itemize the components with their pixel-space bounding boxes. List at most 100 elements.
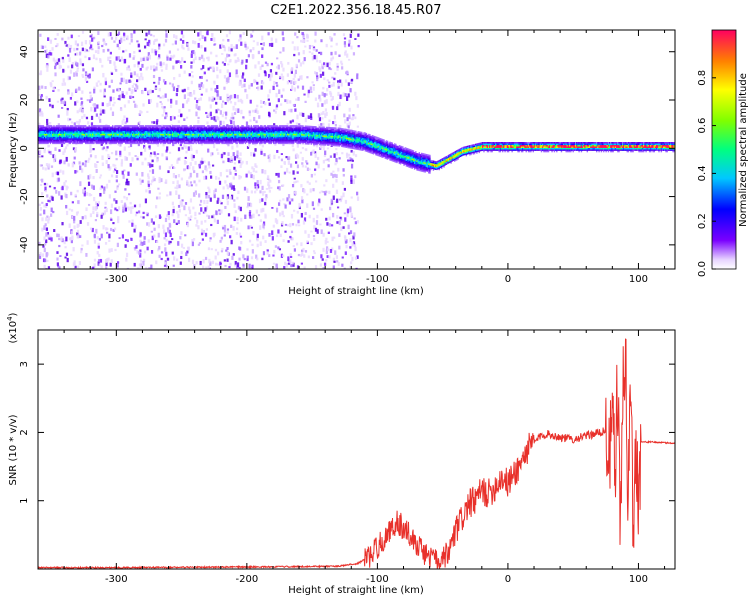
spectrogram-ridge-cell [73, 132, 75, 134]
spectrogram-ridge-cell [217, 138, 220, 140]
spectrogram-noise-cell [99, 187, 102, 191]
spectrogram-ridge-cell [205, 133, 208, 136]
spectrogram-ridge-cell [254, 128, 256, 130]
spectrogram-ridge-cell [148, 132, 150, 134]
spectrogram-noise-cell [163, 106, 166, 109]
spectrogram-ridge-cell [146, 128, 148, 130]
spectrogram-ridge-cell [126, 128, 128, 130]
spectrogram-ridge-cell [136, 130, 139, 133]
spectrogram-noise-cell [226, 228, 230, 231]
spectrogram-ridge-cell [200, 126, 202, 129]
spectrogram-noise-cell [307, 233, 310, 238]
spectrogram-noise-cell [98, 253, 101, 258]
spectrogram-ridge-cell [187, 141, 189, 143]
spectrogram-noise-cell [274, 218, 277, 223]
spectrogram-ridge-cell [38, 128, 40, 130]
spectrogram-ridge-cell [124, 142, 127, 145]
spectrogram-noise-cell [260, 80, 264, 84]
spectrogram-ridge-cell [236, 130, 238, 133]
spectrogram-noise-cell [79, 181, 82, 187]
spectrogram-ridge-cell [209, 141, 211, 143]
spectrogram-noise-cell [271, 230, 274, 236]
spectrogram-ridge-cell [66, 132, 68, 134]
spectrogram-ridge-cell [160, 139, 162, 142]
spectrogram-noise-cell [341, 256, 344, 259]
spectrogram-noise-cell [116, 242, 119, 248]
spectrogram-noise-cell [225, 184, 229, 187]
spectrogram-ridge-cell [62, 142, 65, 145]
spectrogram-noise-cell [168, 222, 171, 228]
spectrogram-noise-cell [322, 86, 325, 90]
spectrogram-noise-cell [199, 97, 202, 101]
spectrogram-noise-cell [183, 205, 186, 211]
spectrogram-ridge-cell [224, 138, 227, 140]
spectrogram-ridge-cell [227, 128, 229, 130]
spectrogram-ridge-cell [204, 126, 207, 129]
spectrogram-noise-cell [210, 223, 213, 227]
spectrogram-noise-cell [319, 60, 322, 64]
spectrogram-noise-cell [65, 236, 68, 242]
spectrogram-noise-cell [175, 92, 178, 97]
spectrogram-noise-cell [178, 208, 181, 213]
spectrogram-ridge-cell [198, 139, 201, 142]
spectrogram-ridge-cell [168, 126, 170, 129]
spectrogram-ridge-cell [115, 136, 117, 139]
spectrogram-noise-cell [324, 191, 327, 196]
spectrogram-ridge-cell [153, 138, 155, 140]
spectrogram-noise-cell [110, 36, 114, 40]
spectrogram-noise-cell [123, 169, 126, 172]
spectrogram-ridge-cell [176, 138, 179, 140]
spectrogram-noise-cell [47, 216, 51, 221]
spectrogram-ridge-cell [151, 141, 154, 143]
spectrogram-ridge-cell [227, 136, 229, 139]
spectrogram-ridge-cell [210, 126, 213, 129]
spectrogram-ridge-cell [50, 141, 53, 143]
spectrogram-noise-cell [65, 252, 69, 256]
spectrogram-ridge-cell [69, 139, 72, 142]
spectrogram-ridge-cell [196, 139, 198, 142]
spectrogram-noise-cell [238, 160, 241, 164]
spectrogram-noise-cell [156, 119, 159, 122]
spectrogram-ridge-cell [193, 142, 195, 145]
spectrogram-ridge-cell [81, 128, 83, 130]
spectrogram-ridge-cell [136, 139, 139, 142]
spectrogram-noise-cell [64, 192, 67, 198]
spectrogram-noise-cell [349, 158, 352, 162]
spectrogram-ridge-cell [119, 129, 121, 132]
spectrogram-noise-cell [185, 116, 189, 119]
spectrogram-noise-cell [169, 232, 172, 238]
spectrogram-ridge-cell [186, 126, 188, 129]
spectrogram-noise-cell [312, 188, 315, 192]
spectrogram-noise-cell [262, 81, 265, 85]
spectrogram-ridge-cell [122, 130, 124, 133]
spectrogram-noise-cell [312, 86, 315, 91]
spectrogram-ridge-cell [122, 139, 124, 142]
spectrogram-ridge-cell [143, 133, 146, 136]
spectrogram-ridge-cell [136, 138, 139, 140]
spectrogram-noise-cell [257, 50, 260, 55]
spectrogram-noise-cell [200, 75, 203, 79]
spectrogram-noise-cell [76, 43, 79, 47]
spectrogram-ridge-cell [135, 130, 137, 133]
spectrogram-ridge-cell [79, 129, 81, 132]
spectrogram-ridge-cell [54, 139, 56, 142]
spectrogram-noise-cell [333, 260, 336, 263]
spectrogram-ridge-cell [166, 135, 168, 137]
spectrogram-noise-cell [240, 109, 243, 115]
spectrogram-noise-cell [267, 175, 270, 180]
spectrogram-noise-cell [267, 98, 270, 101]
spectrogram-ridge-cell [69, 138, 72, 140]
spectrogram-noise-cell [50, 52, 53, 56]
spectrogram-noise-cell [103, 40, 106, 46]
spectrogram-noise-cell [48, 49, 52, 53]
spectrogram-noise-cell [349, 246, 352, 249]
spectrogram-noise-cell [52, 87, 55, 91]
spectrogram-ridge-cell [62, 139, 65, 142]
spectrogram-ridge-cell [203, 125, 206, 127]
spectrogram-ridge-cell [39, 129, 41, 132]
spectrogram-noise-cell [158, 87, 161, 92]
spectrogram-noise-cell [333, 153, 336, 158]
spectrogram-noise-cell [257, 214, 261, 217]
spectrogram-noise-cell [322, 147, 325, 151]
spectrogram-ridge-cell [136, 133, 139, 136]
